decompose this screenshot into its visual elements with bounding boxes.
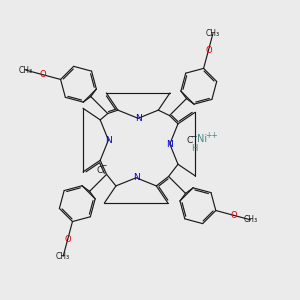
Text: O: O bbox=[64, 235, 71, 244]
Text: O: O bbox=[205, 46, 212, 55]
Text: C: C bbox=[187, 136, 193, 145]
Text: O: O bbox=[39, 70, 46, 79]
Text: ++: ++ bbox=[205, 130, 218, 140]
Text: CH₃: CH₃ bbox=[56, 252, 70, 261]
Text: N: N bbox=[105, 136, 112, 145]
Text: N: N bbox=[133, 173, 140, 182]
Text: −: − bbox=[190, 132, 197, 141]
Text: Ni: Ni bbox=[197, 134, 208, 144]
Text: −: − bbox=[100, 161, 107, 170]
Text: CH₃: CH₃ bbox=[19, 66, 33, 75]
Text: CH₃: CH₃ bbox=[244, 215, 258, 224]
Text: H: H bbox=[191, 143, 198, 152]
Text: N: N bbox=[135, 114, 142, 123]
Text: N: N bbox=[167, 140, 173, 148]
Text: O: O bbox=[230, 211, 237, 220]
Text: C: C bbox=[97, 166, 103, 175]
Text: CH₃: CH₃ bbox=[206, 29, 220, 38]
